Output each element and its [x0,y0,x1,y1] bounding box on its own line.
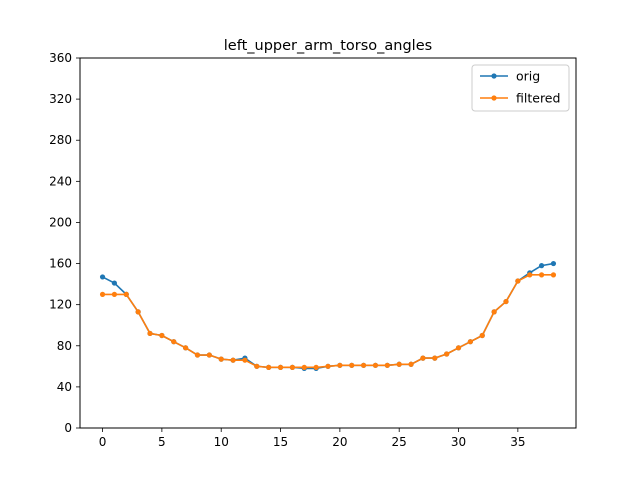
data-point-filtered [254,363,260,369]
data-point-filtered [325,363,331,369]
data-point-filtered [266,364,272,370]
data-point-filtered [171,339,177,345]
data-point-filtered [194,352,201,358]
data-point-filtered [372,362,379,368]
data-point-filtered [111,291,118,297]
axes-frame [79,57,577,429]
data-point-orig [550,260,557,267]
data-point-filtered [408,361,414,367]
y-tick-label: 120 [49,298,72,312]
data-point-filtered [432,355,438,361]
data-point-filtered [420,355,426,361]
data-point-filtered [384,362,390,368]
data-point-filtered [455,345,462,351]
data-point-filtered [301,364,307,370]
data-point-filtered [491,309,497,315]
data-point-filtered [396,361,402,367]
plot-area [99,260,557,371]
data-point-filtered [313,364,319,370]
data-point-filtered [159,332,165,339]
data-point-filtered [123,291,129,297]
data-point-filtered [550,272,557,278]
data-point-filtered [337,362,343,368]
y-tick-label: 200 [49,215,72,229]
data-point-filtered [467,339,473,345]
x-tick-label: 0 [99,435,107,449]
x-tick-label: 15 [273,435,288,449]
x-tick-label: 20 [332,435,347,449]
data-point-filtered [147,330,153,337]
data-point-filtered [206,352,212,358]
x-axis: 0 5 10 15 20 25 30 35 [99,428,525,449]
y-axis: 0 40 80 120 160 200 240 280 320 360 [49,51,80,435]
x-tick-label: 5 [158,435,166,449]
legend-label-orig: orig [516,69,540,84]
data-point-filtered [515,278,521,284]
data-point-filtered [218,356,224,362]
data-point-orig [99,274,106,280]
data-point-filtered [538,272,545,278]
data-point-filtered [527,272,533,278]
data-point-filtered [444,351,450,357]
data-point-orig [538,263,545,269]
y-tick-label: 0 [64,421,72,435]
data-point-filtered [289,364,296,370]
chart-title: left_upper_arm_torso_angles [224,38,432,54]
y-tick-label: 280 [49,133,72,147]
data-point-filtered [99,291,106,297]
legend: orig filtered [471,64,570,112]
data-point-filtered [242,357,248,363]
data-point-filtered [135,309,141,315]
y-tick-label: 160 [49,257,72,271]
y-tick-label: 80 [57,339,72,353]
x-tick-label: 35 [510,435,525,449]
legend-marker-filtered [491,95,497,101]
data-point-filtered [183,345,189,351]
y-tick-label: 240 [49,174,72,188]
data-point-orig [111,280,118,286]
data-point-filtered [349,362,355,368]
data-point-filtered [230,357,236,363]
y-tick-label: 40 [57,380,72,394]
x-tick-label: 10 [214,435,229,449]
legend-label-filtered: filtered [516,91,560,106]
data-point-filtered [360,362,367,368]
data-point-filtered [479,332,485,339]
x-tick-label: 25 [392,435,407,449]
data-point-filtered [503,298,509,305]
data-point-filtered [277,364,284,370]
y-tick-label: 360 [49,51,72,65]
x-tick-label: 30 [451,435,466,449]
legend-marker-orig [491,73,497,79]
y-tick-label: 320 [49,92,72,106]
